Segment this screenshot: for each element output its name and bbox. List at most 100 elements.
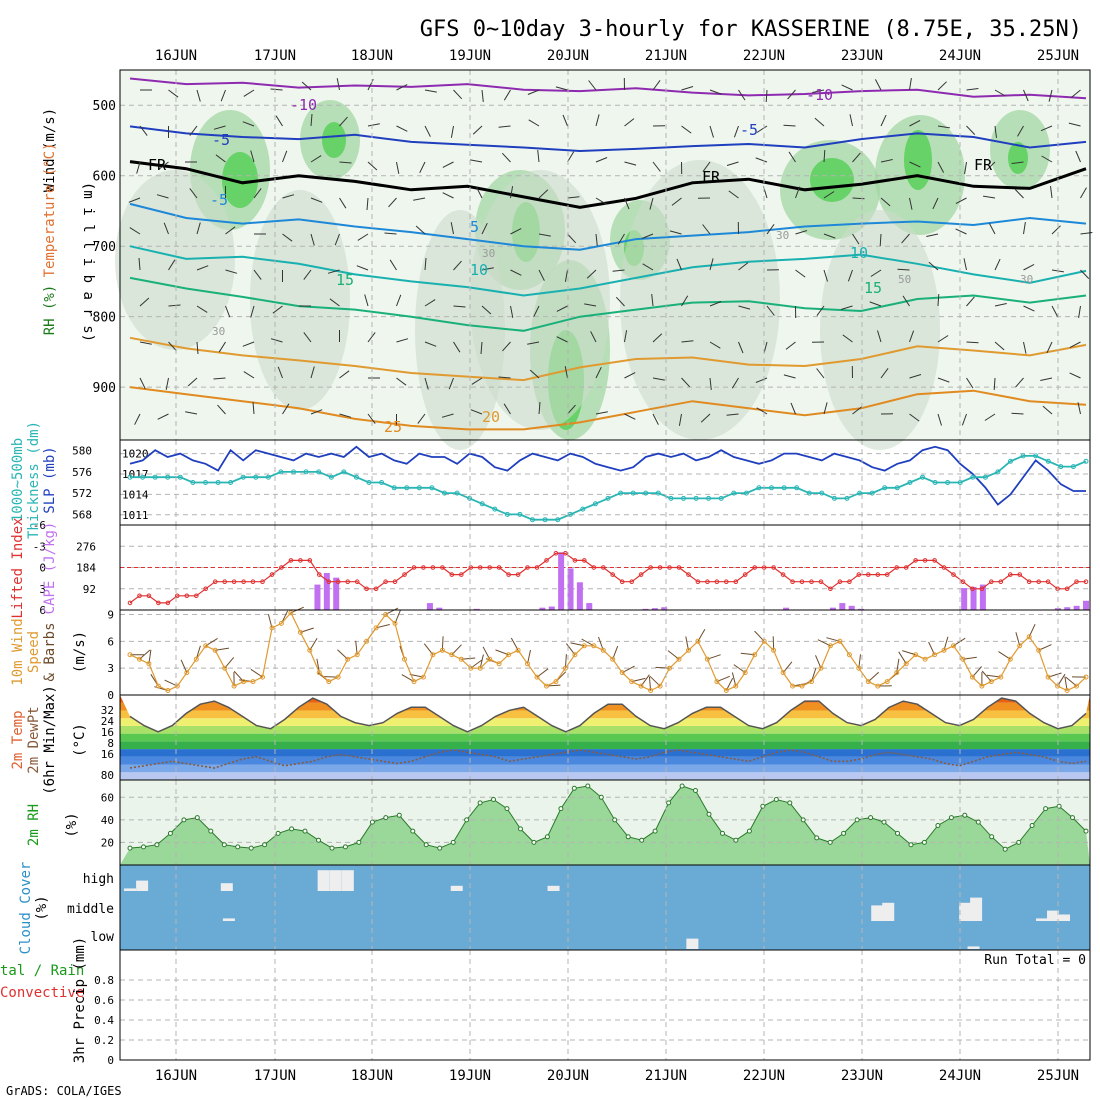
wind-barb <box>196 265 209 271</box>
rh-point <box>396 812 402 818</box>
thickness-point <box>127 474 133 480</box>
wind-barb <box>282 233 293 242</box>
rh-point <box>316 837 321 843</box>
wind-barb <box>396 377 407 386</box>
lifted-index-point <box>1045 579 1051 585</box>
wind-barb <box>937 81 947 91</box>
lifted-index-point <box>326 579 332 585</box>
rh-point <box>935 823 941 828</box>
slp-label: SLP (mb) <box>42 446 58 513</box>
thickness-point <box>630 490 636 496</box>
lifted-index-point <box>601 565 606 570</box>
wind-barb <box>339 197 347 209</box>
rh-point <box>962 812 968 818</box>
wind-barb <box>218 341 226 353</box>
wind-barb <box>937 125 950 129</box>
y-tick-label: 6 <box>107 635 114 648</box>
lifted-index-point <box>582 558 587 563</box>
lifted-index-point <box>809 579 814 585</box>
thickness-point <box>668 495 674 501</box>
wind-barb <box>334 233 340 246</box>
lifted-index-point <box>525 565 530 570</box>
day-label-bottom: 25JUN <box>1037 1068 1079 1084</box>
y-tick-label: 0 <box>107 689 114 702</box>
contour-label: 30 <box>776 229 789 242</box>
wind-speed-point <box>780 670 786 676</box>
lifted-index-point <box>894 565 900 570</box>
rh-point <box>773 797 779 802</box>
temp-band <box>120 725 1090 734</box>
y-tick-label: 700 <box>93 240 116 255</box>
day-label-top: 25JUN <box>1037 48 1079 64</box>
y-tick-label: 1011 <box>122 509 149 522</box>
rh-shading <box>810 158 854 202</box>
wind-barb <box>984 413 996 421</box>
y-tick-label: 580 <box>72 445 92 458</box>
wind-speed-point <box>525 661 530 667</box>
wind-barb <box>681 86 694 91</box>
lifted-index-point <box>733 579 739 585</box>
rh-point <box>154 842 160 848</box>
wind-barb <box>282 150 288 163</box>
cape-bar <box>829 607 836 610</box>
rh-point <box>854 817 860 823</box>
rh-point <box>383 815 389 821</box>
temp-band <box>120 741 1090 750</box>
wind-barb <box>225 226 236 235</box>
wind-speed-point <box>364 638 370 644</box>
rh-point <box>720 830 725 836</box>
y-tick-label: 0.6 <box>94 994 114 1007</box>
cape-bar <box>1083 600 1089 610</box>
wind-barb <box>310 113 313 127</box>
wind-barb <box>783 374 796 379</box>
y-tick-label: -3 <box>33 540 46 553</box>
wind-speed-point <box>733 683 739 689</box>
lifted-index-point <box>392 579 398 585</box>
isotherm-line <box>129 386 1087 431</box>
wind-barb <box>993 377 996 391</box>
wind-speed-point <box>846 652 852 658</box>
wind-speed-point <box>610 656 616 662</box>
wind-speed-point <box>127 652 133 658</box>
wind-speed-point <box>544 683 549 689</box>
contour-label: 30 <box>482 247 495 260</box>
wind-speed-point <box>818 665 824 671</box>
y-tick-label: -6 <box>33 519 46 532</box>
y-tick-label: 3 <box>39 583 46 596</box>
wind-speed-point <box>383 612 389 617</box>
temp-label-b: 2m DewPt <box>26 706 42 773</box>
rh-point <box>881 819 887 825</box>
wind-barb <box>590 331 597 343</box>
thickness-point <box>517 511 523 517</box>
wind-barb <box>988 223 996 235</box>
wind-barb <box>681 340 694 343</box>
wind-barb <box>196 222 201 235</box>
thickness-point <box>920 474 925 480</box>
wind-speed-point <box>250 679 256 685</box>
day-label-top: 23JUN <box>841 48 883 64</box>
upper-wind-label: Wind (m/s) <box>42 108 58 192</box>
rh-point <box>531 839 537 845</box>
day-label-bottom: 20JUN <box>547 1068 589 1084</box>
lifted-index-point <box>194 593 199 599</box>
thickness-point <box>907 480 913 485</box>
wind-speed-point <box>969 674 975 680</box>
thickness-point <box>404 485 410 491</box>
lifted-index-point <box>818 579 824 585</box>
wind-speed-point <box>430 652 436 658</box>
wind-barb <box>852 406 863 415</box>
day-label-bottom: 18JUN <box>351 1068 393 1084</box>
wind-barb <box>187 377 198 387</box>
contour-label: -5 <box>210 191 228 209</box>
wind-speed-point <box>146 661 152 667</box>
y-tick-label: 576 <box>72 466 92 479</box>
thickness-point <box>995 469 1001 475</box>
wind-barb <box>726 413 739 416</box>
lifted-index-point <box>998 579 1004 585</box>
lifted-index-point <box>260 579 265 585</box>
wind-barb <box>367 123 380 127</box>
rh-point <box>544 834 550 840</box>
lifted-index-point <box>411 565 417 570</box>
wind-barb <box>168 259 176 271</box>
wind-barb <box>384 232 397 235</box>
